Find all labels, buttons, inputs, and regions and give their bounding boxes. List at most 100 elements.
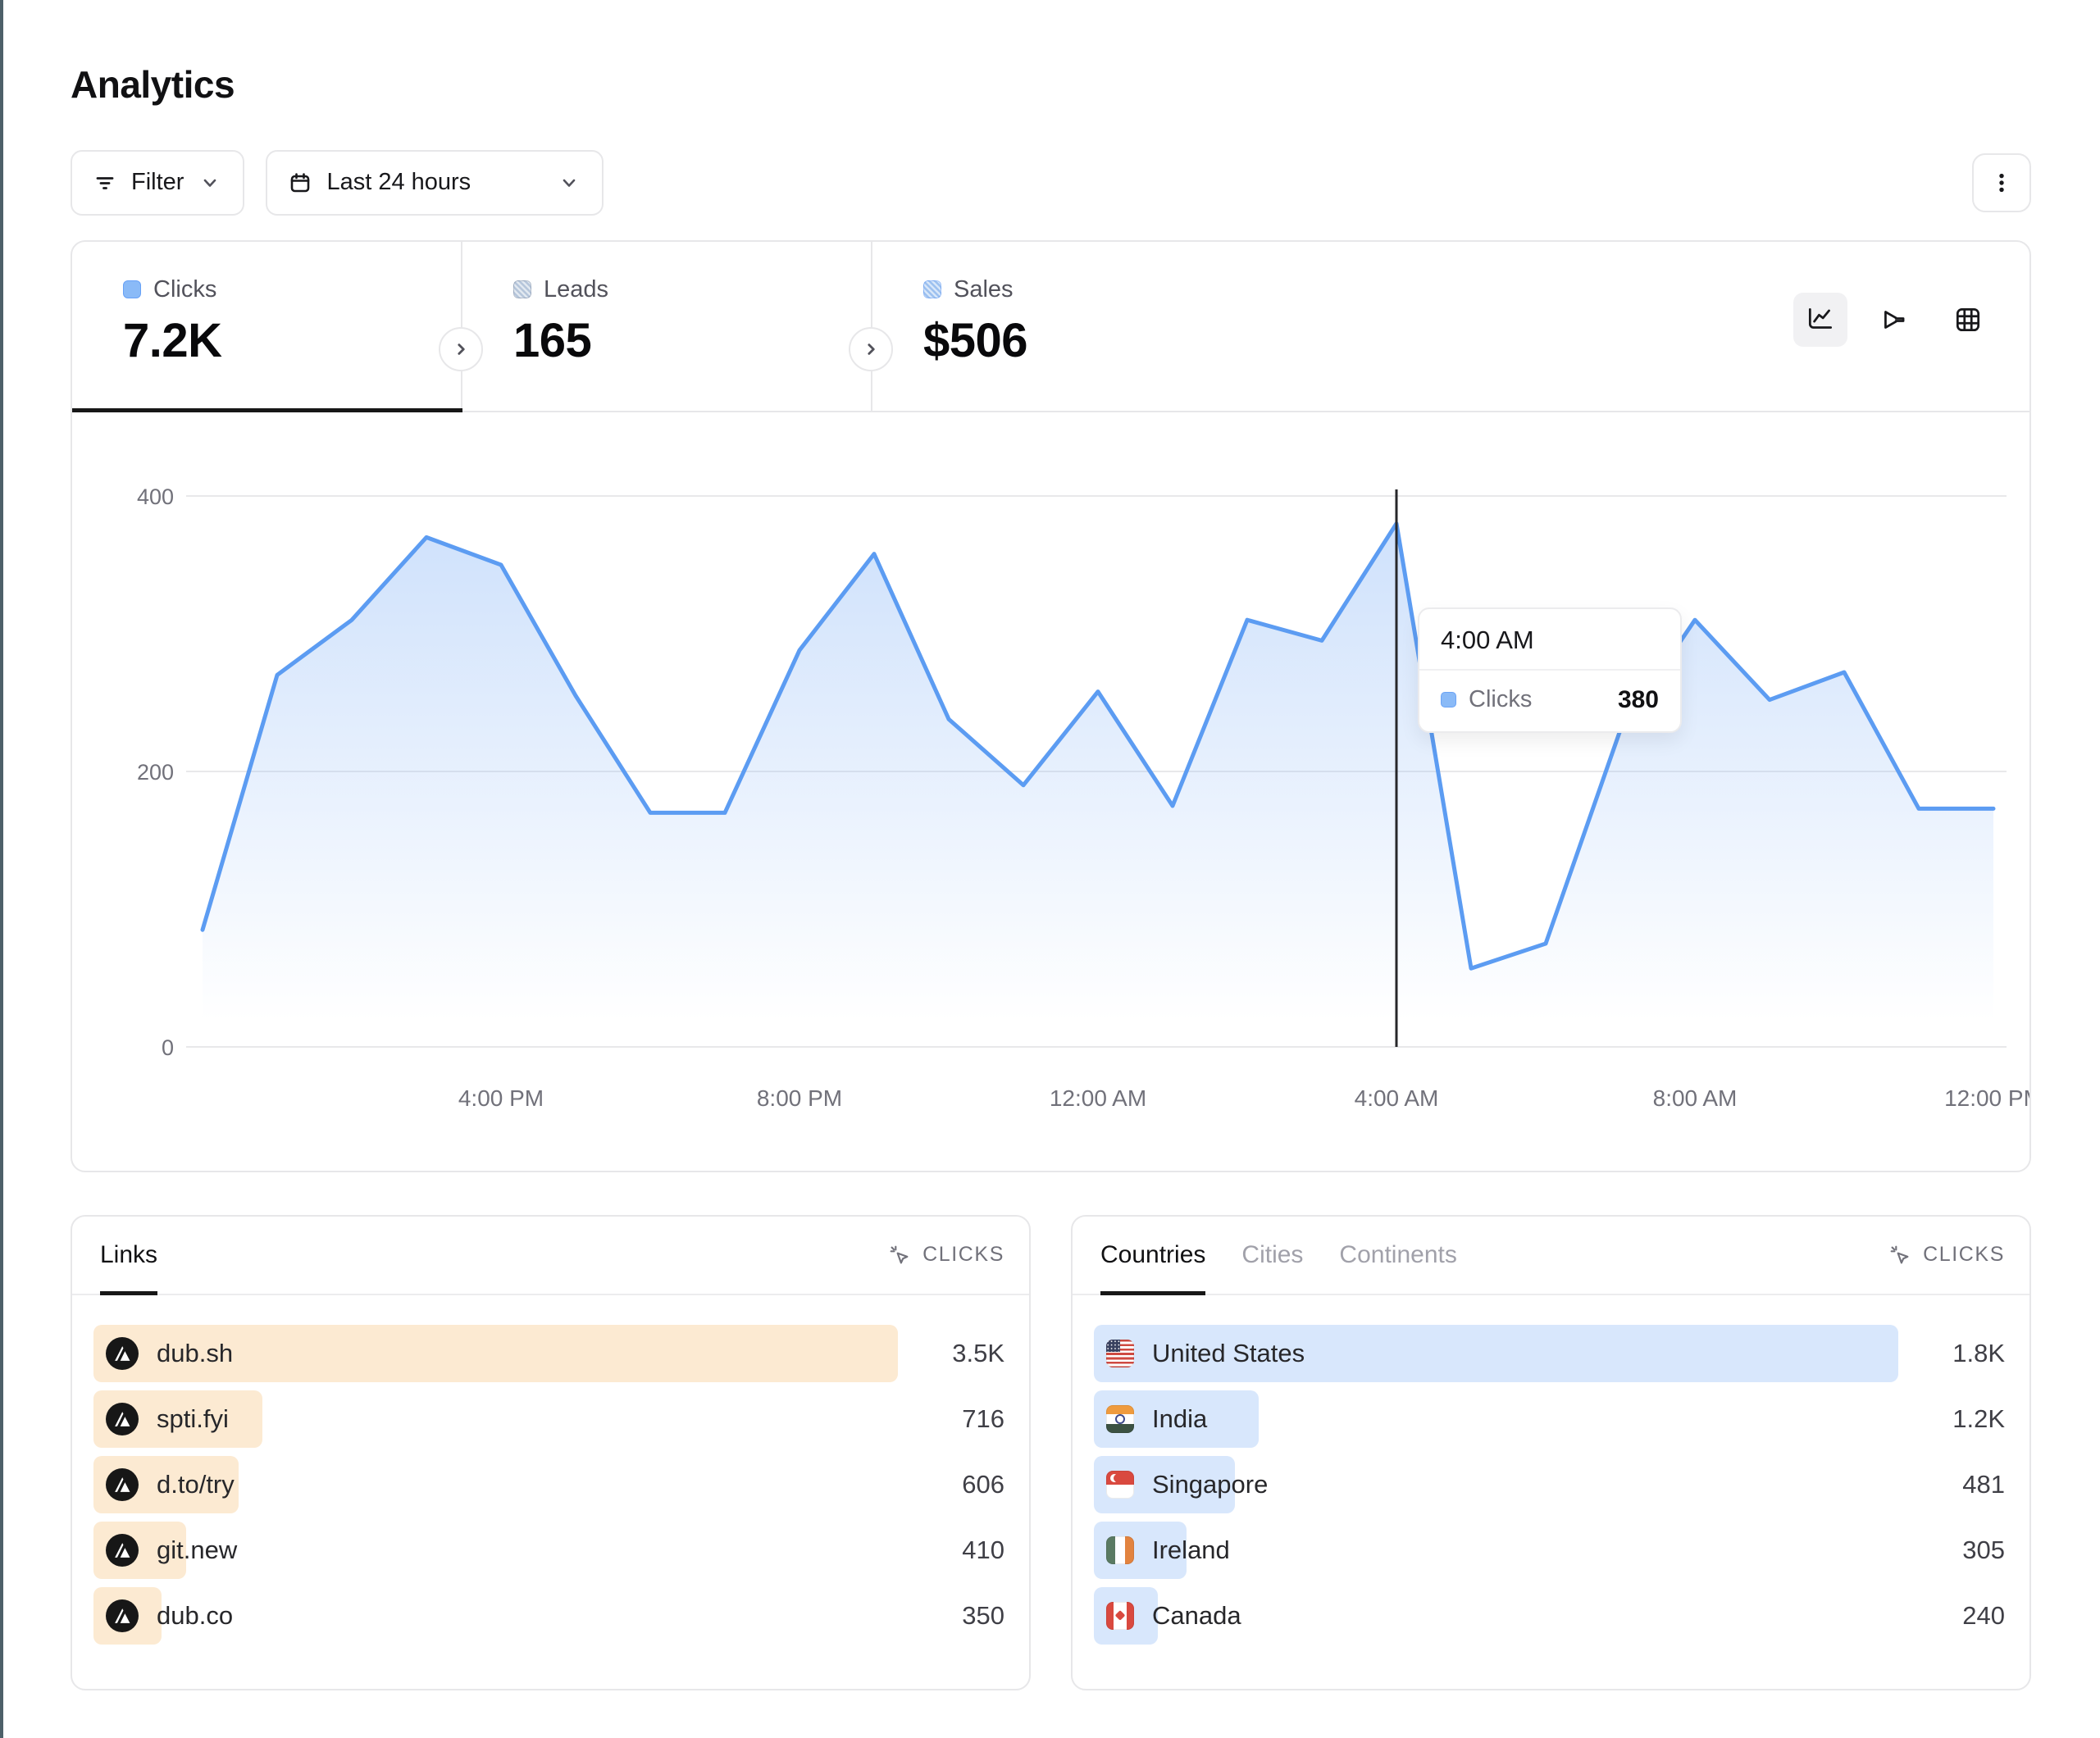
- link-label: d.to/try: [157, 1469, 235, 1499]
- metrics-header: Clicks 7.2K Leads 165 Sales $506: [72, 241, 2029, 412]
- link-clicks-value: 3.5K: [952, 1338, 1004, 1367]
- chart-tooltip: 4:00 AM Clicks 380: [1418, 607, 1682, 733]
- expand-leads-button[interactable]: [849, 326, 893, 371]
- analytics-card: Clicks 7.2K Leads 165 Sales $506: [71, 239, 2031, 1172]
- link-row[interactable]: d.to/try 606: [93, 1455, 1004, 1513]
- links-tabs: Links: [100, 1217, 158, 1295]
- link-row-content: dub.sh: [93, 1325, 898, 1382]
- filter-button[interactable]: Filter: [71, 149, 245, 216]
- tab-leads[interactable]: Leads 165: [461, 241, 871, 411]
- country-row[interactable]: India 1.2K: [1094, 1390, 2005, 1448]
- link-row[interactable]: dub.sh 3.5K: [93, 1324, 1004, 1382]
- tooltip-clicks-swatch-icon: [1441, 692, 1456, 708]
- country-row[interactable]: Singapore 481: [1094, 1455, 2005, 1513]
- more-options-button[interactable]: [1972, 152, 2031, 212]
- link-bar: [93, 1324, 898, 1382]
- tab-continents[interactable]: Continents: [1339, 1240, 1457, 1268]
- funnel-chart-icon: [1884, 310, 1905, 329]
- country-bar-track: United States: [1094, 1324, 1898, 1382]
- countries-panel-header: Countries Cities Continents CLICKS: [1073, 1217, 2029, 1295]
- funnel-chart-toggle-button[interactable]: [1867, 293, 1921, 347]
- country-clicks-value: 240: [1962, 1600, 2005, 1630]
- link-clicks-value: 410: [962, 1535, 1004, 1564]
- link-row[interactable]: spti.fyi 716: [93, 1390, 1004, 1448]
- x-axis-label: 4:00 AM: [1355, 1085, 1439, 1111]
- country-clicks-value: 1.8K: [1952, 1338, 2005, 1367]
- countries-metric-header: CLICKS: [1923, 1243, 2005, 1267]
- country-row-content: India: [1094, 1390, 1898, 1448]
- dub-logo-icon: [106, 1467, 139, 1501]
- x-axis-label: 4:00 PM: [458, 1085, 544, 1111]
- calendar-icon: [287, 170, 313, 196]
- link-bar-track: d.to/try: [93, 1455, 898, 1513]
- links-panel: Links CLICKS dub.sh 3.5K spti.fyi 716 d.to/t…: [71, 1214, 1031, 1690]
- page-left-edge: [0, 0, 3, 1738]
- countries-tabs: Countries Cities Continents: [1100, 1217, 1457, 1295]
- country-row[interactable]: United States 1.8K: [1094, 1324, 2005, 1382]
- leads-value: 165: [513, 313, 592, 367]
- country-row-content: Canada: [1094, 1587, 1898, 1645]
- link-clicks-value: 716: [962, 1404, 1004, 1433]
- chevron-down-icon: [556, 170, 582, 196]
- leads-label: Leads: [544, 275, 609, 303]
- ca-flag-icon: [1106, 1601, 1134, 1630]
- sales-legend-swatch-icon: [923, 280, 941, 299]
- y-axis-label-0: 0: [162, 1035, 174, 1060]
- country-bar-track: Ireland: [1094, 1521, 1898, 1579]
- clicks-area: [203, 523, 1993, 1047]
- links-rows: dub.sh 3.5K spti.fyi 716 d.to/try 606 git.new 4…: [72, 1295, 1029, 1645]
- chevron-right-icon: [868, 343, 875, 355]
- y-axis-label-200: 200: [137, 760, 174, 785]
- country-label: India: [1152, 1404, 1208, 1433]
- table-grid-icon: [1956, 307, 1980, 331]
- x-axis-label: 8:00 AM: [1653, 1085, 1738, 1111]
- tab-links[interactable]: Links: [100, 1217, 158, 1295]
- link-label: dub.sh: [157, 1338, 234, 1367]
- clicks-chart-svg[interactable]: 0 200 400 4:00 PM 8:00 PM 12:00 AM 4:00 AM 8:00…: [72, 412, 2029, 1171]
- clicks-label: Clicks: [153, 275, 217, 303]
- x-axis-label: 8:00 PM: [757, 1085, 842, 1111]
- analytics-page: Analytics Filter Last 24 hours: [71, 0, 2031, 1690]
- countries-metric-selector[interactable]: CLICKS: [1888, 1243, 2005, 1267]
- link-row[interactable]: dub.co 350: [93, 1586, 1004, 1645]
- line-chart-toggle-button[interactable]: [1793, 292, 1847, 347]
- country-label: Ireland: [1152, 1535, 1230, 1564]
- country-clicks-value: 305: [1962, 1535, 2005, 1564]
- clicks-line: [200, 521, 1996, 971]
- link-row-content: spti.fyi: [93, 1390, 898, 1448]
- link-row[interactable]: git.new 410: [93, 1521, 1004, 1579]
- tab-clicks[interactable]: Clicks 7.2K: [72, 242, 461, 411]
- country-bar: [1094, 1324, 1898, 1382]
- filter-label: Filter: [131, 169, 184, 196]
- link-row-content: d.to/try: [93, 1456, 898, 1513]
- country-row-content: Singapore: [1094, 1456, 1898, 1513]
- dub-logo-icon: [106, 1336, 139, 1370]
- link-row-content: dub.co: [93, 1587, 898, 1645]
- dub-logo-icon: [106, 1599, 139, 1632]
- clicks-time-series-chart[interactable]: 0 200 400 4:00 PM 8:00 PM 12:00 AM 4:00 AM 8:00…: [72, 412, 2029, 1171]
- tab-cities[interactable]: Cities: [1241, 1240, 1304, 1268]
- toolbar: Filter Last 24 hours: [71, 149, 2031, 216]
- active-tab-underline: [72, 407, 462, 412]
- sg-flag-icon: [1106, 1470, 1134, 1499]
- country-row[interactable]: Ireland 305: [1094, 1521, 2005, 1579]
- x-axis-label: 12:00 PM: [1944, 1085, 2029, 1111]
- date-range-button[interactable]: Last 24 hours: [266, 149, 604, 216]
- table-view-toggle-button[interactable]: [1941, 293, 1995, 347]
- y-axis-label-400: 400: [137, 485, 174, 509]
- expand-clicks-button[interactable]: [439, 326, 483, 371]
- country-bar-track: Singapore: [1094, 1455, 1898, 1513]
- dub-logo-icon: [106, 1533, 139, 1567]
- chart-type-switcher: [1793, 292, 1995, 347]
- country-row-content: Ireland: [1094, 1522, 1898, 1579]
- links-metric-selector[interactable]: CLICKS: [887, 1243, 1004, 1267]
- tab-countries[interactable]: Countries: [1100, 1217, 1206, 1295]
- country-row[interactable]: Canada 240: [1094, 1586, 2005, 1645]
- sales-label: Sales: [954, 275, 1014, 303]
- country-bar-track: India: [1094, 1390, 1898, 1448]
- country-clicks-value: 481: [1962, 1469, 2005, 1499]
- link-label: dub.co: [157, 1600, 234, 1630]
- tab-sales[interactable]: Sales $506: [871, 241, 2029, 411]
- page-title: Analytics: [71, 63, 235, 106]
- countries-rows: United States 1.8K India 1.2K Singapore 481 Ir…: [1073, 1295, 2029, 1645]
